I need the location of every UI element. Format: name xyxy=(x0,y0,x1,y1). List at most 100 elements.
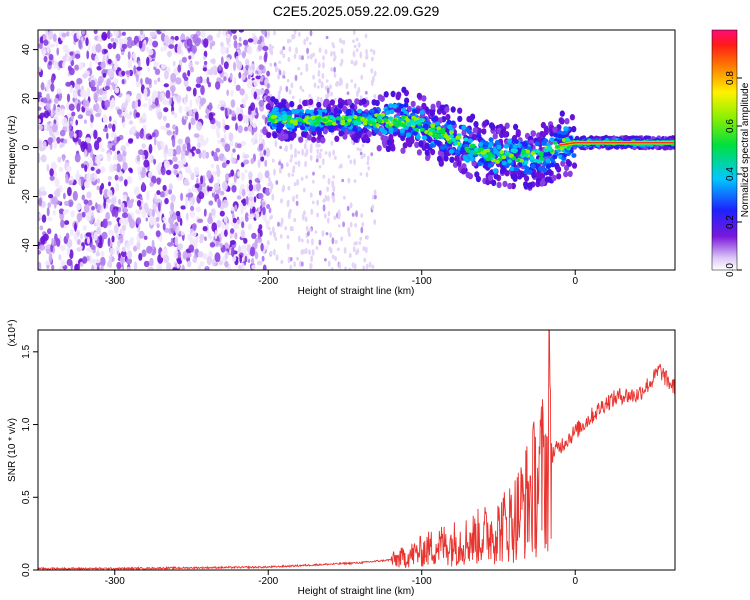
heatmap-cell xyxy=(190,205,195,212)
heatmap-cell xyxy=(552,126,558,133)
heatmap-cell xyxy=(509,153,514,158)
heatmap-cell xyxy=(377,94,383,101)
heatmap-cell xyxy=(76,77,83,85)
heatmap-cell xyxy=(131,100,137,110)
heatmap-cell xyxy=(365,54,369,60)
heatmap-cell xyxy=(311,136,317,143)
heatmap-cell xyxy=(232,148,236,153)
heatmap-cell xyxy=(133,245,138,252)
heatmap-cell xyxy=(159,234,163,243)
heatmap-cell xyxy=(399,128,405,134)
heatmap-cell xyxy=(405,118,411,123)
heatmap-cell xyxy=(92,153,96,164)
colorbar-tick-label: 0.2 xyxy=(725,215,736,229)
heatmap-cell xyxy=(60,219,65,228)
heatmap-cell xyxy=(371,56,374,62)
heatmap-cell xyxy=(172,60,176,67)
heatmap-cell xyxy=(289,158,293,163)
heatmap-cell xyxy=(120,202,125,210)
heatmap-cell xyxy=(310,126,316,132)
heatmap-cell xyxy=(571,153,577,158)
heatmap-cell xyxy=(501,155,507,160)
heatmap-cell xyxy=(158,202,161,212)
heatmap-cell xyxy=(347,177,351,184)
heatmap-cell xyxy=(74,263,80,270)
heatmap-cell xyxy=(66,247,71,256)
heatmap-cell xyxy=(314,58,318,64)
bottom-x-axis-label: Height of straight line (km) xyxy=(298,586,415,597)
heatmap-cell xyxy=(543,148,549,153)
heatmap-cell xyxy=(284,226,288,231)
heatmap-cell xyxy=(103,49,108,54)
heatmap-cell xyxy=(344,266,347,270)
heatmap-cell xyxy=(96,136,102,143)
heatmap-cell xyxy=(280,259,284,265)
heatmap-cell xyxy=(353,179,357,184)
heatmap-cell xyxy=(241,188,246,197)
heatmap-cell xyxy=(339,62,343,67)
heatmap-cell xyxy=(269,188,272,194)
heatmap-cell xyxy=(280,49,284,55)
heatmap-cell xyxy=(257,44,263,52)
heatmap-cell xyxy=(264,159,268,167)
heatmap-cell xyxy=(128,138,133,144)
heatmap-cell xyxy=(66,124,70,133)
heatmap-cell xyxy=(282,70,286,76)
heatmap-cell xyxy=(75,204,82,210)
heatmap-cell xyxy=(76,30,80,39)
heatmap-cell xyxy=(79,261,84,268)
bottom-x-axis: -300 -200 -100 0 xyxy=(105,570,578,587)
heatmap-cell xyxy=(74,82,79,90)
heatmap-cell xyxy=(135,132,140,140)
heatmap-cell xyxy=(305,109,311,114)
heatmap-cell xyxy=(72,91,78,99)
heatmap-cell xyxy=(87,237,90,245)
heatmap-cell xyxy=(530,130,537,137)
heatmap-cell xyxy=(296,256,299,261)
heatmap-cell xyxy=(271,158,275,163)
heatmap-cell xyxy=(260,75,264,83)
heatmap-cell xyxy=(45,244,51,249)
heatmap-cell xyxy=(255,75,262,80)
heatmap-cell xyxy=(172,156,178,163)
heatmap-cell xyxy=(476,133,482,139)
heatmap-cell xyxy=(216,164,220,171)
heatmap-cell xyxy=(486,156,492,161)
heatmap-cell xyxy=(333,97,337,102)
heatmap-cell xyxy=(193,241,198,249)
heatmap-cell xyxy=(449,134,454,138)
heatmap-cell xyxy=(46,125,50,131)
heatmap-cell xyxy=(502,131,508,138)
heatmap-cell xyxy=(362,265,366,270)
heatmap-cell xyxy=(231,116,237,121)
heatmap-cell xyxy=(324,194,328,202)
heatmap-cell xyxy=(56,136,61,144)
heatmap-cell xyxy=(162,223,166,231)
heatmap-cell xyxy=(59,265,63,270)
heatmap-cell xyxy=(388,103,394,109)
heatmap-cell xyxy=(309,30,313,37)
heatmap-cell xyxy=(316,148,320,154)
heatmap-cell xyxy=(260,242,264,252)
heatmap-cell xyxy=(82,73,88,79)
heatmap-cell xyxy=(191,223,197,231)
heatmap-cell xyxy=(405,132,412,138)
heatmap-cell xyxy=(143,260,150,268)
heatmap-cell xyxy=(414,127,420,132)
heatmap-cell xyxy=(308,41,312,46)
heatmap-cell xyxy=(429,143,435,149)
heatmap-cell xyxy=(301,55,304,61)
heatmap-cell xyxy=(177,259,183,265)
heatmap-cell xyxy=(304,160,307,168)
heatmap-cell xyxy=(443,155,449,162)
heatmap-cell xyxy=(270,96,276,103)
heatmap-cell xyxy=(248,171,253,180)
heatmap-cell xyxy=(173,113,178,119)
heatmap-cell xyxy=(535,149,541,154)
heatmap-cell xyxy=(239,187,242,198)
heatmap-cell xyxy=(50,110,54,117)
heatmap-cell xyxy=(512,175,518,182)
heatmap-cell xyxy=(97,178,100,184)
heatmap-cell xyxy=(74,222,77,232)
heatmap-cell xyxy=(200,98,204,107)
